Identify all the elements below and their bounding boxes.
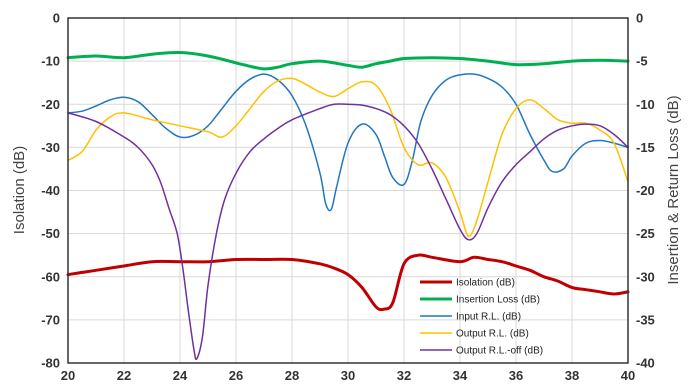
y-tick-label-right: -40	[636, 356, 655, 371]
tick-labels: 20 22 24 26 28 30 32 34 36 38 400-10-20-30-40-50-6…	[41, 11, 655, 384]
y-tick-label-right: -25	[636, 226, 655, 241]
series-line-0	[66, 253, 630, 312]
legend-label: Isolation (dB)	[456, 278, 515, 289]
x-tick-label: 38	[565, 368, 579, 383]
y-tick-label-left: -70	[41, 312, 60, 327]
legend-label: Output R.L. (dB)	[456, 329, 529, 340]
plot-frame	[67, 17, 629, 364]
y-tick-label-right: -10	[636, 97, 655, 112]
legend: Isolation (dB) Insertion Loss (dB) Input R…	[420, 278, 543, 357]
x-tick-label: 28	[285, 368, 299, 383]
y-tick-label-left: -80	[41, 356, 60, 371]
legend-label: Output R.L.-off (dB)	[456, 346, 543, 357]
x-tick-label: 22	[117, 368, 131, 383]
y-tick-label-right: -35	[636, 312, 655, 327]
y-tick-label-right: -30	[636, 269, 655, 284]
y-tick-label-left: -30	[41, 140, 60, 155]
x-tick-label: 20	[61, 368, 75, 383]
y-tick-label-right: 0	[636, 11, 643, 26]
y-tick-label-left: -40	[41, 183, 60, 198]
y-tick-label-right: -15	[636, 140, 655, 155]
series-line-3	[67, 77, 629, 238]
y-tick-label-left: -20	[41, 97, 60, 112]
y-tick-label-left: -10	[41, 54, 60, 69]
legend-label: Input R.L. (dB)	[456, 312, 521, 323]
y-tick-label-left: -60	[41, 269, 60, 284]
series-line-2	[67, 73, 629, 212]
x-tick-label: 24	[173, 368, 188, 383]
series-line-4	[67, 103, 629, 361]
y-tick-label-left: -50	[41, 226, 60, 241]
y-axis-title-left: Isolation (dB)	[11, 146, 28, 234]
x-tick-label: 32	[397, 368, 411, 383]
y-tick-label-right: -5	[636, 54, 648, 69]
x-tick-label: 36	[509, 368, 523, 383]
gridlines	[67, 17, 629, 364]
y-tick-label-right: -20	[636, 183, 655, 198]
x-tick-label: 26	[229, 368, 243, 383]
x-tick-label: 30	[341, 368, 355, 383]
series-lines	[66, 50, 630, 361]
x-tick-label: 40	[621, 368, 635, 383]
legend-label: Insertion Loss (dB)	[456, 295, 540, 306]
x-tick-label: 34	[453, 368, 468, 383]
y-axis-title-right: Insertion & Return Loss (dB)	[665, 95, 682, 284]
y-tick-label-left: 0	[53, 11, 60, 26]
series-line-1	[66, 50, 630, 71]
